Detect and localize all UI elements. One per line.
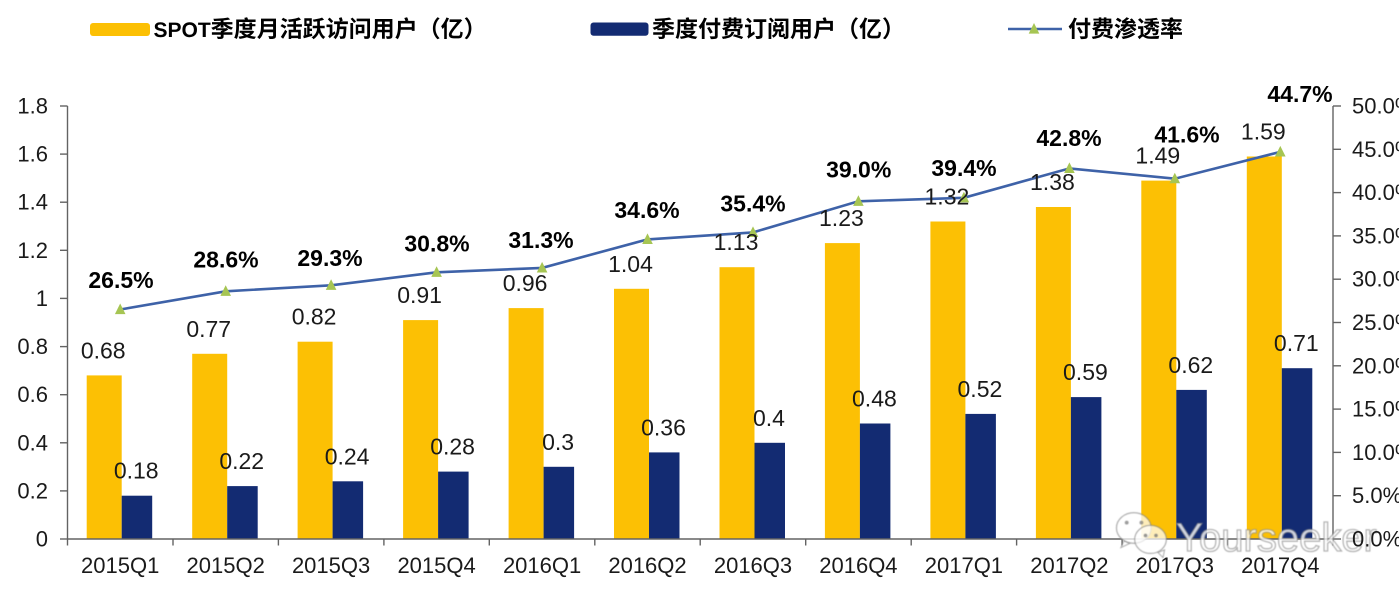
svg-text:35.0%: 35.0%: [1352, 223, 1399, 248]
svg-text:1.8: 1.8: [17, 94, 48, 119]
svg-text:34.6%: 34.6%: [614, 197, 679, 223]
svg-text:0.48: 0.48: [852, 386, 897, 412]
svg-text:26.5%: 26.5%: [88, 267, 153, 293]
svg-text:0.24: 0.24: [325, 443, 370, 469]
svg-text:41.6%: 41.6%: [1154, 122, 1219, 148]
svg-text:2015Q1: 2015Q1: [81, 553, 159, 578]
svg-text:2015Q2: 2015Q2: [187, 553, 265, 578]
svg-text:5.0%: 5.0%: [1352, 483, 1399, 508]
svg-text:0.82: 0.82: [292, 304, 337, 330]
svg-text:0.62: 0.62: [1168, 352, 1213, 378]
svg-text:0.18: 0.18: [114, 458, 159, 484]
svg-text:35.4%: 35.4%: [720, 191, 785, 217]
svg-text:1.13: 1.13: [714, 229, 759, 255]
svg-text:31.3%: 31.3%: [508, 227, 573, 253]
svg-text:30.8%: 30.8%: [404, 231, 469, 257]
svg-text:30.0%: 30.0%: [1352, 267, 1399, 292]
svg-text:25.0%: 25.0%: [1352, 310, 1399, 335]
svg-text:0: 0: [36, 527, 48, 552]
svg-text:0.71: 0.71: [1274, 330, 1319, 356]
svg-text:0.77: 0.77: [186, 316, 231, 342]
svg-text:0.4: 0.4: [753, 405, 785, 431]
svg-text:39.0%: 39.0%: [826, 156, 891, 182]
svg-text:2016Q3: 2016Q3: [714, 553, 792, 578]
svg-text:1.38: 1.38: [1030, 169, 1075, 195]
svg-text:0.68: 0.68: [81, 337, 126, 363]
svg-text:2016Q2: 2016Q2: [608, 553, 686, 578]
svg-text:44.7%: 44.7%: [1267, 81, 1332, 107]
svg-text:45.0%: 45.0%: [1352, 137, 1399, 162]
svg-text:1.49: 1.49: [1135, 143, 1180, 169]
svg-text:2017Q1: 2017Q1: [925, 553, 1003, 578]
svg-text:0.22: 0.22: [219, 448, 264, 474]
svg-text:0.4: 0.4: [17, 430, 48, 455]
svg-text:20.0%: 20.0%: [1352, 353, 1399, 378]
svg-text:Yourseeker: Yourseeker: [1176, 516, 1377, 560]
svg-text:1.59: 1.59: [1241, 119, 1286, 145]
svg-text:0.91: 0.91: [397, 282, 442, 308]
svg-text:50.0%: 50.0%: [1352, 94, 1399, 119]
svg-text:0.96: 0.96: [503, 270, 548, 296]
svg-text:0.59: 0.59: [1063, 359, 1108, 385]
svg-text:0.52: 0.52: [958, 376, 1003, 402]
svg-text:1.04: 1.04: [608, 251, 653, 277]
svg-text:2017Q3: 2017Q3: [1136, 553, 1214, 578]
svg-text:10.0%: 10.0%: [1352, 440, 1399, 465]
svg-text:1.23: 1.23: [819, 205, 864, 231]
svg-text:40.0%: 40.0%: [1352, 180, 1399, 205]
svg-text:0.3: 0.3: [542, 429, 574, 455]
svg-text:0.28: 0.28: [430, 434, 475, 460]
svg-text:39.4%: 39.4%: [931, 155, 996, 181]
svg-text:1.4: 1.4: [17, 190, 48, 215]
svg-text:1: 1: [36, 286, 48, 311]
svg-text:2016Q4: 2016Q4: [819, 553, 897, 578]
svg-text:0.0%: 0.0%: [1352, 527, 1399, 552]
svg-text:28.6%: 28.6%: [193, 247, 258, 273]
svg-text:2017Q2: 2017Q2: [1030, 553, 1108, 578]
svg-text:1.32: 1.32: [925, 184, 970, 210]
svg-text:0.2: 0.2: [17, 478, 48, 503]
svg-text:2015Q3: 2015Q3: [292, 553, 370, 578]
svg-text:29.3%: 29.3%: [297, 245, 362, 271]
svg-text:1.6: 1.6: [17, 142, 48, 167]
svg-text:2015Q4: 2015Q4: [397, 553, 475, 578]
svg-text:15.0%: 15.0%: [1352, 397, 1399, 422]
svg-text:0.8: 0.8: [17, 334, 48, 359]
svg-text:42.8%: 42.8%: [1036, 125, 1101, 151]
svg-text:1.2: 1.2: [17, 238, 48, 263]
svg-text:2017Q4: 2017Q4: [1241, 553, 1319, 578]
svg-text:0.6: 0.6: [17, 382, 48, 407]
svg-text:2016Q1: 2016Q1: [503, 553, 581, 578]
svg-text:0.36: 0.36: [641, 414, 686, 440]
